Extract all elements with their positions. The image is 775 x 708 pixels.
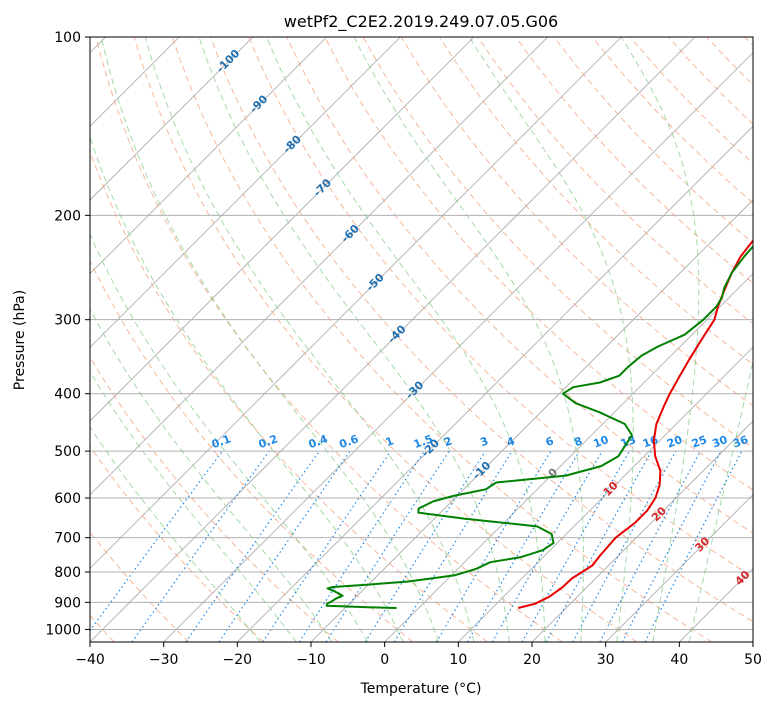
moist-adiabat-line bbox=[353, 37, 584, 642]
moist-adiabat-line bbox=[100, 37, 439, 642]
isotherm-line bbox=[90, 37, 548, 496]
mixing-ratio-label: 0.6 bbox=[338, 432, 361, 451]
mixing-ratio-line bbox=[466, 450, 580, 642]
mixing-ratio-label: 1 bbox=[384, 434, 396, 449]
x-axis-label: Temperature (°C) bbox=[360, 681, 482, 697]
mixing-ratio-line bbox=[185, 450, 320, 642]
x-tick-label: 30 bbox=[597, 652, 615, 668]
dry-adiabat-line bbox=[515, 37, 753, 284]
y-tick-label: 900 bbox=[54, 595, 81, 611]
moist-adiabat-line bbox=[198, 37, 510, 642]
mixing-ratio-label: 30 bbox=[710, 433, 729, 451]
x-axis-ticks: −40 −30 −20 −10 0 10 20 30 40 50 bbox=[75, 642, 762, 668]
mixing-ratio-label: 20 bbox=[665, 433, 684, 451]
mixing-ratio-label: 0.1 bbox=[210, 432, 233, 451]
moist-adiabat-line bbox=[688, 358, 753, 642]
dry-adiabat-line bbox=[133, 37, 638, 642]
x-tick-label: 10 bbox=[449, 652, 467, 668]
dry-adiabat-line bbox=[90, 445, 264, 642]
x-tick-label: −20 bbox=[223, 652, 253, 668]
mixing-ratio-label: 6 bbox=[544, 434, 556, 449]
mixing-ratio-label: 25 bbox=[690, 433, 709, 450]
mixing-ratio-label: 8 bbox=[572, 434, 584, 449]
sounding-profiles bbox=[325, 239, 753, 609]
x-tick-label: 40 bbox=[670, 652, 688, 668]
isotherm-line bbox=[90, 37, 622, 569]
mixing-ratio-line bbox=[298, 450, 425, 642]
mixing-ratio-line bbox=[599, 450, 702, 642]
mixing-ratio-label: 1.5 bbox=[412, 432, 435, 451]
isotherm-line bbox=[90, 37, 475, 422]
y-tick-label: 500 bbox=[54, 444, 81, 460]
moist-adiabat-line bbox=[90, 370, 297, 642]
moist-adiabat-line bbox=[620, 37, 700, 642]
y-tick-label: 800 bbox=[54, 565, 81, 581]
plot-frame bbox=[89, 36, 754, 643]
mixing-ratio-labels: 0.1 0.2 0.4 0.6 1 1.5 2 3 4 6 8 10 13 16 20 25 30 36 bbox=[210, 432, 750, 451]
dry-adiabat-line bbox=[286, 37, 753, 534]
isotherm-line bbox=[90, 37, 254, 201]
y-tick-label: 300 bbox=[54, 313, 81, 329]
mixing-ratio-line bbox=[325, 450, 450, 642]
isotherm-line bbox=[605, 494, 753, 642]
y-tick-label: 600 bbox=[54, 491, 81, 507]
mixing-ratio-line bbox=[572, 450, 677, 642]
isotherm-line bbox=[163, 52, 753, 642]
mixing-ratio-label: 0.4 bbox=[307, 432, 330, 451]
mixing-ratio-label: 3 bbox=[478, 434, 490, 449]
dry-adiabat-line bbox=[171, 37, 712, 642]
mixing-ratio-label: 2 bbox=[442, 434, 454, 449]
dry-adiabat-line bbox=[248, 37, 753, 578]
y-tick-label: 700 bbox=[54, 531, 81, 547]
mixing-ratio-line bbox=[393, 450, 513, 642]
plot-area bbox=[90, 37, 753, 642]
x-tick-label: −30 bbox=[149, 652, 179, 668]
mixing-ratio-label: 16 bbox=[641, 433, 660, 451]
moist-adiabat-line bbox=[90, 135, 404, 642]
isotherm-line bbox=[384, 273, 753, 642]
moist-adiabat-line bbox=[90, 232, 369, 642]
y-axis-label: Pressure (hPa) bbox=[12, 290, 28, 390]
mixing-ratio-line bbox=[218, 450, 351, 642]
dry-adiabat-line bbox=[324, 37, 753, 491]
mixing-ratio-label: 36 bbox=[731, 433, 750, 451]
dry-adiabat-line bbox=[95, 37, 563, 642]
dewpoint-profile-line bbox=[325, 245, 753, 609]
y-tick-label: 100 bbox=[54, 30, 81, 46]
isotherm-line bbox=[90, 37, 327, 275]
isotherm-line bbox=[90, 37, 401, 348]
moist-adiabat-line bbox=[90, 308, 333, 642]
mixing-ratio-line bbox=[262, 450, 392, 642]
y-tick-label: 400 bbox=[54, 387, 81, 403]
moist-adiabat-line bbox=[144, 37, 475, 642]
y-axis-ticks: 100 200 300 400 500 600 700 800 900 1000 bbox=[45, 30, 90, 638]
isotherm-line bbox=[458, 346, 753, 642]
dry-adiabat-line bbox=[90, 259, 414, 642]
x-tick-label: −40 bbox=[75, 652, 105, 668]
isotherm-line bbox=[531, 420, 753, 642]
pressure-gridlines bbox=[90, 37, 753, 630]
mixing-ratio-label: 10 bbox=[592, 433, 611, 451]
isotherm-line bbox=[90, 37, 696, 642]
x-tick-label: −10 bbox=[296, 652, 326, 668]
mixing-ratio-line bbox=[364, 450, 486, 642]
background-lines bbox=[90, 37, 753, 642]
y-tick-label: 200 bbox=[54, 208, 81, 224]
x-tick-label: 0 bbox=[380, 652, 389, 668]
moist-adiabat-line bbox=[90, 426, 261, 642]
x-tick-label: 50 bbox=[744, 652, 762, 668]
y-tick-label: 1000 bbox=[45, 622, 81, 638]
mixing-ratio-line bbox=[435, 450, 552, 642]
isotherm-line bbox=[237, 125, 753, 642]
chart-title: wetPf2_C2E2.2019.249.07.05.G06 bbox=[284, 12, 558, 32]
mixing-ratio-label: 0.2 bbox=[257, 432, 280, 451]
dry-adiabat-line bbox=[210, 37, 753, 623]
x-tick-label: 20 bbox=[523, 652, 541, 668]
mixing-ratio-label: 4 bbox=[505, 434, 517, 449]
temperature-profile-line bbox=[517, 239, 753, 609]
